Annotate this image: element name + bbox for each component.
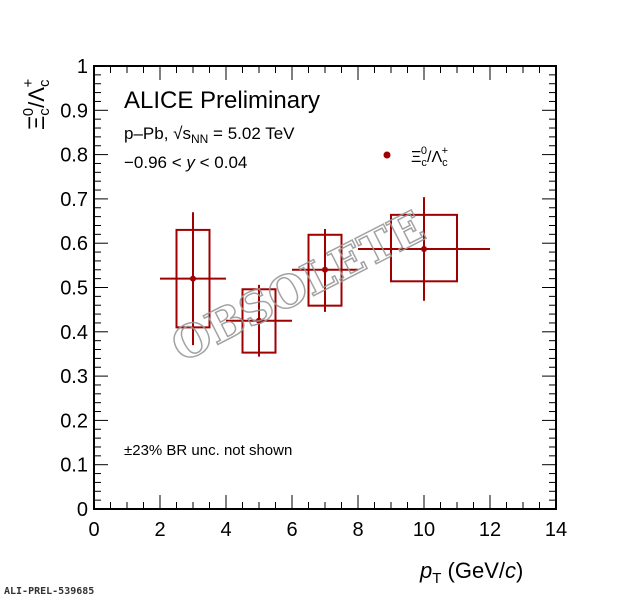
- y-tick-label: 0.8: [60, 145, 88, 167]
- footer-id: ALI-PREL-539685: [4, 586, 95, 597]
- obsolete-watermark: OBSOLETE: [164, 202, 433, 373]
- y-axis-label: Ξc0/Λc+: [20, 79, 53, 130]
- y-tick-label: 0.7: [60, 189, 88, 211]
- collision-system-label: p–Pb, √sNN = 5.02 TeV: [124, 124, 295, 146]
- x-tick-label: 10: [413, 519, 435, 541]
- br-uncertainty-note: ±23% BR unc. not shown: [124, 442, 292, 459]
- x-tick-label: 4: [220, 519, 231, 541]
- x-axis-label: pT (GeV/c): [419, 558, 523, 587]
- y-tick-label: 0.4: [60, 322, 88, 344]
- x-tick-label: 12: [479, 519, 501, 541]
- data-point: [421, 245, 427, 252]
- x-tick-label: 14: [545, 519, 567, 541]
- y-tick-label: 0.1: [60, 455, 88, 477]
- y-tick-label: 0.5: [60, 278, 88, 300]
- chart-title: ALICE Preliminary: [124, 87, 320, 114]
- y-tick-label: 0.2: [60, 410, 88, 432]
- x-tick-label: 0: [88, 519, 99, 541]
- data-point: [256, 317, 262, 324]
- y-tick-label: 0.3: [60, 366, 88, 388]
- legend-label: Ξc0/Λc+: [411, 145, 448, 169]
- y-tick-label: 0.6: [60, 233, 88, 255]
- x-tick-label: 8: [352, 519, 363, 541]
- data-point: [322, 266, 328, 273]
- y-tick-label: 0: [77, 499, 88, 521]
- data-point: [190, 275, 196, 282]
- y-tick-label: 1: [77, 56, 88, 78]
- x-tick-label: 2: [154, 519, 165, 541]
- y-tick-label: 0.9: [60, 100, 88, 122]
- x-tick-label: 6: [286, 519, 297, 541]
- legend-marker: [383, 151, 391, 159]
- rapidity-label: −0.96 < y < 0.04: [124, 153, 247, 172]
